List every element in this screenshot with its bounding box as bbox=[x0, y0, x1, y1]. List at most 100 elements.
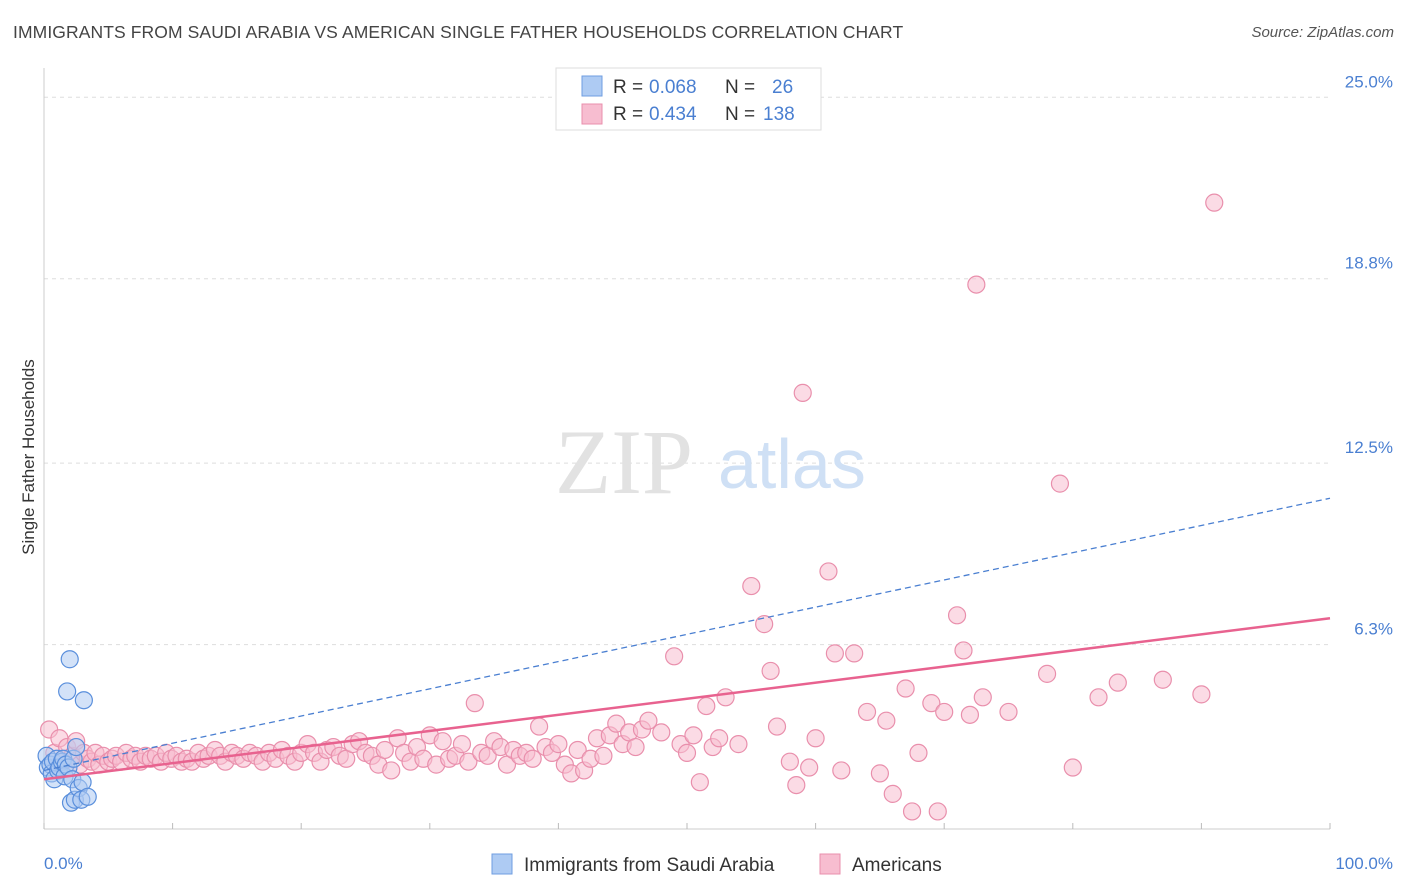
chart-title: IMMIGRANTS FROM SAUDI ARABIA VS AMERICAN… bbox=[13, 22, 904, 42]
americans-point-118 bbox=[767, 717, 787, 736]
watermark-atlas: atlas bbox=[718, 425, 866, 503]
americans-point-137 bbox=[935, 702, 954, 722]
americans-point-104 bbox=[652, 723, 671, 742]
americans-point-130 bbox=[877, 711, 896, 730]
americans-point-74 bbox=[452, 735, 472, 754]
legend-swatch-blue bbox=[581, 75, 603, 97]
saudi-arabia-point-13 bbox=[58, 682, 77, 701]
americans-points bbox=[40, 193, 1224, 821]
americans-point-123 bbox=[806, 729, 825, 748]
americans-point-113 bbox=[716, 688, 735, 707]
x-tick-label-0: 0.0% bbox=[44, 854, 83, 873]
americans-point-140 bbox=[960, 705, 980, 724]
americans-point-144 bbox=[1037, 664, 1057, 683]
legend-n-value-pink: 138 bbox=[763, 104, 795, 125]
americans-point-136 bbox=[928, 802, 947, 821]
americans-point-98 bbox=[607, 714, 626, 733]
americans-point-115 bbox=[742, 576, 761, 596]
y-axis-tick-labels: 6.3% 12.5% 18.8% 25.0% bbox=[1345, 72, 1393, 638]
americans-point-139 bbox=[954, 641, 973, 660]
x-axis-tick-labels: 0.0% 100.0% bbox=[44, 854, 1393, 873]
gridlines bbox=[44, 96, 1330, 646]
watermark-zip: ZIP bbox=[555, 411, 693, 513]
y-axis-label: Single Father Households bbox=[19, 359, 38, 555]
americans-point-108 bbox=[684, 726, 703, 745]
americans-point-135 bbox=[922, 694, 941, 713]
americans-point-122 bbox=[800, 758, 819, 777]
americans-point-103 bbox=[639, 711, 658, 730]
americans-point-117 bbox=[761, 661, 780, 681]
saudi-arabia-points bbox=[37, 650, 97, 812]
series-legend: Immigrants from Saudi Arabia Americans bbox=[491, 853, 942, 876]
americans-point-120 bbox=[787, 775, 806, 795]
saudi-arabia-point-15 bbox=[60, 650, 79, 669]
americans-point-85 bbox=[523, 749, 542, 768]
americans-point-146 bbox=[1063, 758, 1082, 777]
legend-swatch-pink bbox=[581, 103, 603, 125]
americans-point-86 bbox=[530, 717, 549, 736]
americans-point-124 bbox=[819, 562, 838, 581]
americans-point-138 bbox=[947, 606, 967, 625]
americans-point-149 bbox=[1153, 670, 1172, 689]
watermark: ZIP atlas bbox=[555, 411, 866, 513]
americans-point-107 bbox=[677, 743, 697, 763]
saudi-arabia-point-20 bbox=[67, 737, 86, 757]
americans-point-151 bbox=[1205, 193, 1224, 212]
americans-point-132 bbox=[896, 679, 915, 698]
legend-n-value-blue: 26 bbox=[772, 77, 793, 98]
stats-legend: R = 0.068 N = 26 R = 0.434 N = 138 bbox=[555, 67, 822, 131]
americans-point-75 bbox=[459, 752, 478, 771]
americans-point-105 bbox=[665, 647, 684, 666]
americans-point-131 bbox=[883, 784, 902, 803]
trend-line-americans bbox=[43, 617, 1331, 781]
series-legend-swatch-pink bbox=[819, 853, 841, 875]
y-tick-label-0: 6.3% bbox=[1354, 620, 1393, 639]
series-legend-label-pink: Americans bbox=[852, 855, 942, 876]
x-tick-label-1: 100.0% bbox=[1335, 854, 1393, 873]
y-tick-label-2: 18.8% bbox=[1345, 254, 1393, 273]
americans-point-143 bbox=[999, 702, 1018, 722]
americans-point-134 bbox=[909, 743, 928, 763]
legend-r-value-pink: 0.434 bbox=[649, 104, 697, 125]
americans-point-112 bbox=[710, 729, 729, 748]
americans-point-71 bbox=[433, 732, 452, 751]
americans-point-126 bbox=[832, 761, 851, 780]
americans-point-147 bbox=[1089, 688, 1108, 707]
americans-point-109 bbox=[690, 773, 709, 792]
americans-point-76 bbox=[465, 694, 484, 713]
chart-source: Source: ZipAtlas.com bbox=[1251, 24, 1394, 41]
legend-n-label-blue: N = bbox=[725, 77, 755, 98]
americans-point-62 bbox=[375, 740, 394, 760]
americans-point-133 bbox=[902, 802, 922, 821]
americans-point-145 bbox=[1050, 474, 1070, 493]
americans-point-127 bbox=[845, 644, 864, 663]
series-legend-label-blue: Immigrants from Saudi Arabia bbox=[524, 855, 775, 876]
americans-point-142 bbox=[973, 688, 992, 707]
saudi-arabia-point-24 bbox=[74, 691, 93, 710]
americans-point-141 bbox=[967, 275, 986, 294]
americans-point-148 bbox=[1108, 673, 1127, 692]
legend-r-value-blue: 0.068 bbox=[649, 77, 697, 98]
saudi-arabia-point-25 bbox=[78, 787, 97, 806]
legend-r-label-pink: R = bbox=[613, 104, 643, 125]
y-tick-label-3: 25.0% bbox=[1345, 72, 1393, 91]
americans-point-96 bbox=[594, 746, 613, 765]
americans-point-89 bbox=[549, 735, 568, 754]
americans-point-114 bbox=[729, 735, 748, 754]
americans-point-101 bbox=[626, 737, 645, 757]
americans-point-110 bbox=[697, 696, 716, 716]
legend-n-label-pink: N = bbox=[725, 104, 755, 125]
americans-point-150 bbox=[1192, 685, 1211, 704]
americans-point-116 bbox=[755, 615, 774, 634]
x-axis-ticks bbox=[43, 823, 1331, 829]
americans-point-129 bbox=[870, 764, 890, 783]
americans-point-121 bbox=[793, 383, 812, 402]
americans-point-119 bbox=[780, 752, 799, 771]
americans-point-128 bbox=[857, 702, 877, 722]
americans-point-125 bbox=[825, 644, 844, 663]
legend-r-label-blue: R = bbox=[613, 77, 643, 98]
y-tick-label-1: 12.5% bbox=[1345, 438, 1393, 457]
americans-point-63 bbox=[382, 761, 401, 780]
trend-lines bbox=[43, 497, 1331, 781]
